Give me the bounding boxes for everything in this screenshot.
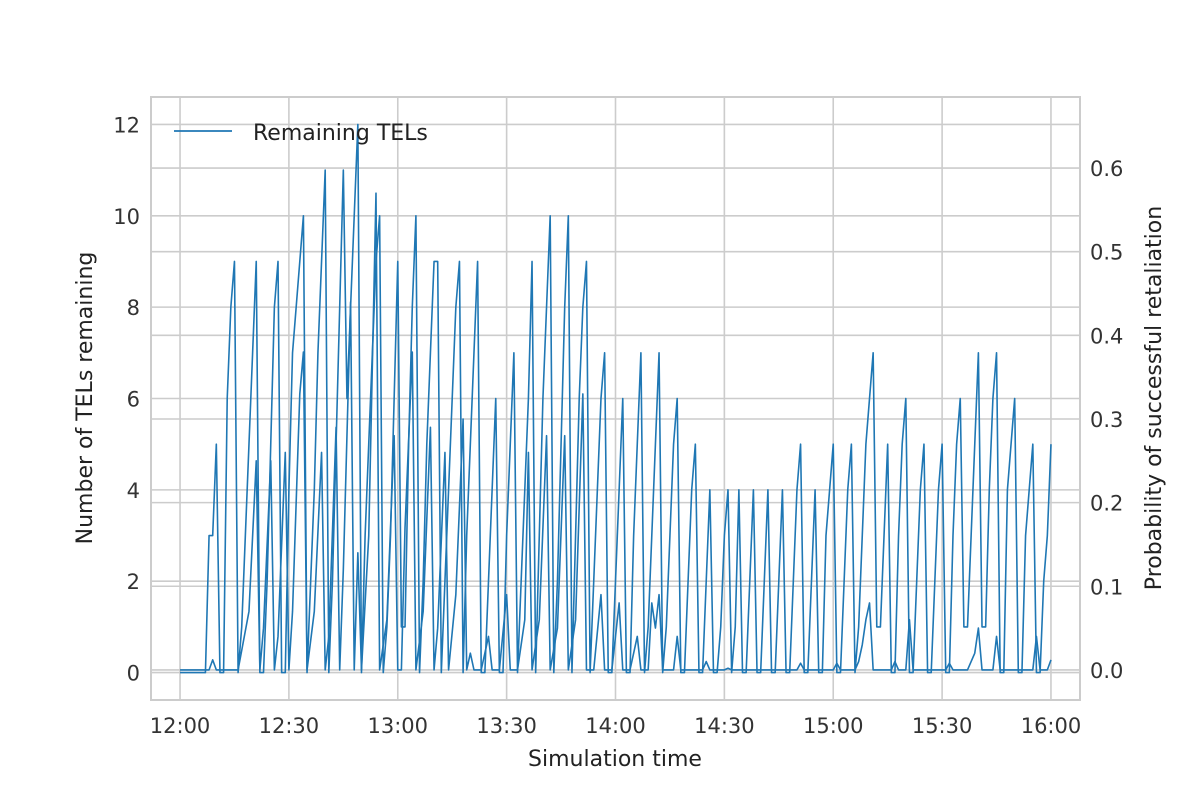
series-layer <box>180 123 1052 674</box>
y2-axis-title: Probability of successful retaliation <box>1142 206 1167 590</box>
x-tick-labels: 12:00 12:30 13:00 13:30 14:00 14:30 15:00 15:30… <box>150 714 1081 738</box>
y-tick-label: 0 <box>127 662 140 686</box>
series-line-retaliation-probability <box>180 192 1052 671</box>
x-tick-label: 12:30 <box>259 714 320 738</box>
x-tick-label: 16:00 <box>1021 714 1082 738</box>
y2-tick-label: 0.1 <box>1090 575 1123 599</box>
x-tick-label: 15:00 <box>803 714 864 738</box>
x-tick-label: 13:30 <box>476 714 537 738</box>
y-tick-labels: 0 2 4 6 8 10 12 <box>113 113 140 685</box>
y2-tick-labels: 0.0 0.1 0.2 0.3 0.4 0.5 0.6 <box>1090 157 1123 683</box>
y2-tick-label: 0.3 <box>1090 408 1123 432</box>
y2-tick-label: 0.6 <box>1090 157 1123 181</box>
y-tick-label: 12 <box>113 113 140 137</box>
y-tick-label: 6 <box>127 388 140 412</box>
x-axis-title: Simulation time <box>528 747 702 772</box>
y-tick-label: 4 <box>127 479 140 503</box>
legend-label: Remaining TELs <box>253 121 428 146</box>
y-tick-label: 8 <box>127 296 140 320</box>
x-tick-label: 15:30 <box>912 714 973 738</box>
y-tick-label: 2 <box>127 570 140 594</box>
plot-frame <box>150 96 1081 701</box>
y2-tick-label: 0.4 <box>1090 324 1123 348</box>
x-tick-label: 14:00 <box>585 714 646 738</box>
y2-tick-label: 0.2 <box>1090 492 1123 516</box>
legend: Remaining TELs <box>174 121 428 146</box>
y2-tick-label: 0.5 <box>1090 241 1123 265</box>
y-axis-title: Number of TELs remaining <box>73 252 98 545</box>
x-tick-label: 14:30 <box>694 714 755 738</box>
series-line-remaining-tels <box>180 123 1052 674</box>
y2-tick-label: 0.0 <box>1090 659 1123 683</box>
y-tick-label: 10 <box>113 205 140 229</box>
x-tick-label: 12:00 <box>150 714 211 738</box>
x-tick-label: 13:00 <box>368 714 429 738</box>
